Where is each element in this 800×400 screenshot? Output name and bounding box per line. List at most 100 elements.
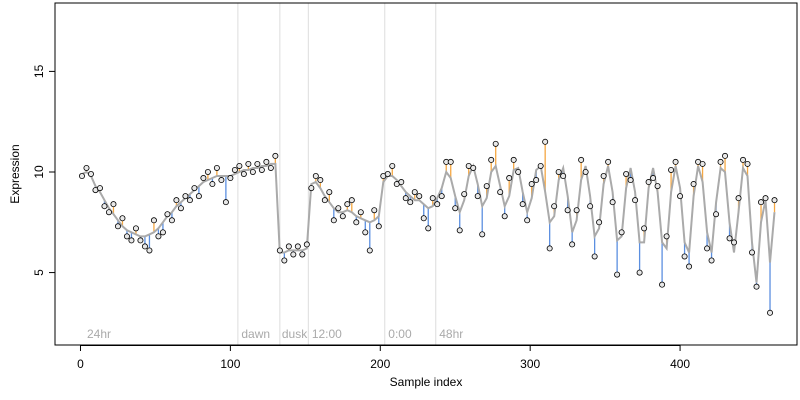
point bbox=[488, 156, 495, 163]
point bbox=[357, 209, 364, 216]
x-tick-label: 300 bbox=[520, 357, 540, 371]
point bbox=[290, 251, 297, 258]
point bbox=[384, 170, 391, 177]
point bbox=[267, 164, 274, 171]
point bbox=[317, 177, 324, 184]
point bbox=[618, 229, 625, 236]
point bbox=[308, 185, 315, 192]
point bbox=[470, 164, 477, 171]
point bbox=[713, 211, 720, 218]
point bbox=[375, 223, 382, 230]
point bbox=[146, 247, 153, 254]
point bbox=[456, 227, 463, 234]
point bbox=[722, 152, 729, 159]
point bbox=[425, 225, 432, 232]
point bbox=[690, 181, 697, 188]
point bbox=[123, 233, 130, 240]
point bbox=[173, 197, 180, 204]
point bbox=[573, 207, 580, 214]
point bbox=[555, 168, 562, 175]
point bbox=[708, 257, 715, 264]
point bbox=[137, 237, 144, 244]
point bbox=[506, 175, 513, 182]
point bbox=[83, 164, 90, 171]
point bbox=[650, 175, 657, 182]
point bbox=[398, 179, 405, 186]
point bbox=[704, 245, 711, 252]
point bbox=[740, 156, 747, 163]
point bbox=[213, 164, 220, 171]
point bbox=[699, 160, 706, 167]
point bbox=[249, 168, 256, 175]
point bbox=[524, 217, 531, 224]
point bbox=[510, 156, 517, 163]
point bbox=[749, 249, 756, 256]
point bbox=[326, 189, 333, 196]
point bbox=[623, 170, 630, 177]
point bbox=[258, 166, 265, 173]
point bbox=[416, 193, 423, 200]
point bbox=[177, 205, 184, 212]
point bbox=[164, 211, 171, 218]
point bbox=[222, 199, 229, 206]
point bbox=[528, 181, 535, 188]
point bbox=[263, 158, 270, 165]
point bbox=[641, 225, 648, 232]
point bbox=[731, 239, 738, 246]
point bbox=[483, 183, 490, 190]
point bbox=[209, 181, 216, 188]
point bbox=[438, 193, 445, 200]
point bbox=[159, 229, 166, 236]
point bbox=[447, 158, 454, 165]
point bbox=[285, 243, 292, 250]
point bbox=[141, 243, 148, 250]
point bbox=[96, 185, 103, 192]
point bbox=[596, 219, 603, 226]
point bbox=[537, 162, 544, 169]
point bbox=[663, 233, 670, 240]
point bbox=[335, 205, 342, 212]
point bbox=[78, 173, 85, 180]
point bbox=[407, 199, 414, 206]
point bbox=[281, 257, 288, 264]
point bbox=[312, 173, 319, 180]
point bbox=[245, 160, 252, 167]
point bbox=[371, 207, 378, 214]
x-tick-label: 200 bbox=[370, 357, 390, 371]
point bbox=[168, 217, 175, 224]
point bbox=[362, 229, 369, 236]
point bbox=[110, 201, 117, 208]
point bbox=[411, 189, 418, 196]
point bbox=[321, 197, 328, 204]
point bbox=[200, 175, 207, 182]
point bbox=[231, 166, 238, 173]
point bbox=[551, 203, 558, 210]
point bbox=[533, 177, 540, 184]
point bbox=[614, 271, 621, 278]
point bbox=[542, 138, 549, 145]
point bbox=[515, 168, 522, 175]
y-tick-label: 5 bbox=[32, 269, 46, 276]
point bbox=[735, 195, 742, 202]
point bbox=[717, 158, 724, 165]
point bbox=[191, 185, 198, 192]
fit-line bbox=[81, 162, 776, 283]
point bbox=[492, 140, 499, 147]
point bbox=[227, 175, 234, 182]
point bbox=[339, 213, 346, 220]
point bbox=[186, 197, 193, 204]
point bbox=[303, 241, 310, 248]
annotation: 0:00 bbox=[388, 327, 412, 341]
point bbox=[461, 191, 468, 198]
point bbox=[299, 251, 306, 258]
point bbox=[758, 199, 765, 206]
point bbox=[204, 168, 211, 175]
point bbox=[330, 217, 337, 224]
annotation: 24hr bbox=[87, 327, 111, 341]
point bbox=[497, 189, 504, 196]
point bbox=[600, 173, 607, 180]
point bbox=[240, 170, 247, 177]
point bbox=[254, 160, 261, 167]
point bbox=[560, 173, 567, 180]
point bbox=[344, 201, 351, 208]
